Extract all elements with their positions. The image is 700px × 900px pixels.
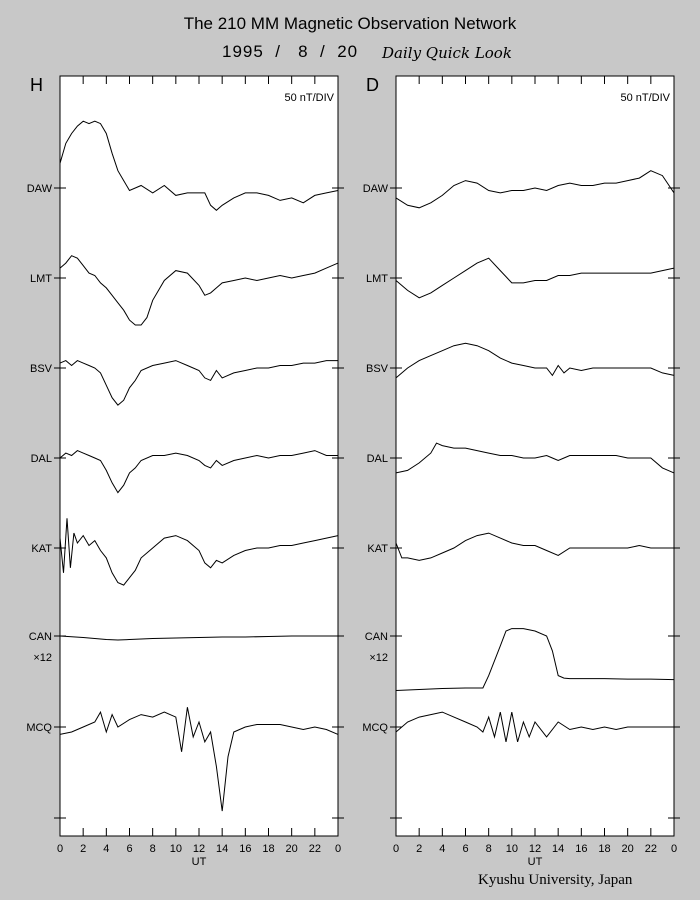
x-tick-label: 0 (57, 843, 63, 855)
station-label-bsv: BSV (366, 363, 389, 375)
x-tick-label: 10 (506, 843, 518, 855)
station-label-daw: DAW (363, 183, 389, 195)
series-line-d-dal (395, 442, 675, 474)
panel-label-h: H (30, 75, 43, 95)
series-line-d-daw (395, 170, 675, 209)
x-tick-label: 0 (335, 843, 341, 855)
x-tick-label: 22 (645, 843, 657, 855)
observation-date: 1995 / 8 / 20 (222, 42, 359, 61)
x-tick-label: 18 (598, 843, 610, 855)
series-line-d-mcq (395, 711, 674, 743)
x-tick-label: 2 (80, 843, 86, 855)
x-tick-label: 20 (286, 843, 298, 855)
panel-label-d: D (366, 75, 379, 95)
chart-title: The 210 MM Magnetic Observation Network (183, 14, 517, 33)
x-axis-label: UT (192, 856, 207, 868)
station-label-kat: KAT (367, 543, 388, 555)
station-label-daw: DAW (27, 183, 53, 195)
x-tick-label: 14 (216, 843, 228, 855)
station-label-dal: DAL (367, 453, 388, 465)
x-tick-label: 6 (462, 843, 468, 855)
x-tick-label: 14 (552, 843, 564, 855)
x-tick-label: 22 (309, 843, 321, 855)
scale-label-d: 50 nT/DIV (620, 92, 670, 104)
x-tick-label: 8 (486, 843, 492, 855)
series-line-d-can (395, 628, 675, 691)
x-tick-label: 16 (575, 843, 587, 855)
x-tick-label: 20 (622, 843, 634, 855)
station-label-mcq: MCQ (26, 722, 52, 734)
station-label-lmt: LMT (366, 273, 388, 285)
series-line-d-lmt (395, 257, 675, 299)
x-tick-label: 6 (126, 843, 132, 855)
scale-label-h: 50 nT/DIV (284, 92, 334, 104)
chart-subtitle: Daily Quick Look (382, 44, 512, 62)
x-tick-label: 4 (439, 843, 445, 855)
x-tick-label: 12 (193, 843, 205, 855)
x-tick-label: 0 (393, 843, 399, 855)
x-tick-label: 2 (416, 843, 422, 855)
x-tick-label: 16 (239, 843, 251, 855)
series-line-d-bsv (395, 342, 675, 379)
series-line-h-lmt (59, 255, 339, 326)
series-line-h-dal (59, 450, 338, 494)
x-tick-label: 12 (529, 843, 541, 855)
station-label-dal: DAL (31, 453, 52, 465)
series-line-h-bsv (59, 360, 338, 406)
station-label-can: CAN (29, 631, 52, 643)
station-label-mcq: MCQ (362, 722, 388, 734)
series-line-h-can (59, 635, 338, 641)
series-line-h-mcq (59, 707, 339, 812)
series-line-d-kat (395, 532, 674, 561)
series-line-h-daw (59, 120, 339, 211)
station-label-can: CAN (365, 631, 388, 643)
x-tick-label: 8 (150, 843, 156, 855)
x-tick-label: 4 (103, 843, 109, 855)
series-line-h-kat (59, 518, 339, 586)
station-label-lmt: LMT (30, 273, 52, 285)
footer-credit: Kyushu University, Japan (478, 872, 633, 888)
scale-note: ×12 (33, 652, 52, 664)
x-axis-label: UT (528, 856, 543, 868)
station-label-bsv: BSV (30, 363, 53, 375)
x-tick-label: 18 (262, 843, 274, 855)
scale-note: ×12 (369, 652, 388, 664)
x-tick-label: 10 (170, 843, 182, 855)
x-tick-label: 0 (671, 843, 677, 855)
station-label-kat: KAT (31, 543, 52, 555)
panel-frame-d (395, 75, 675, 837)
